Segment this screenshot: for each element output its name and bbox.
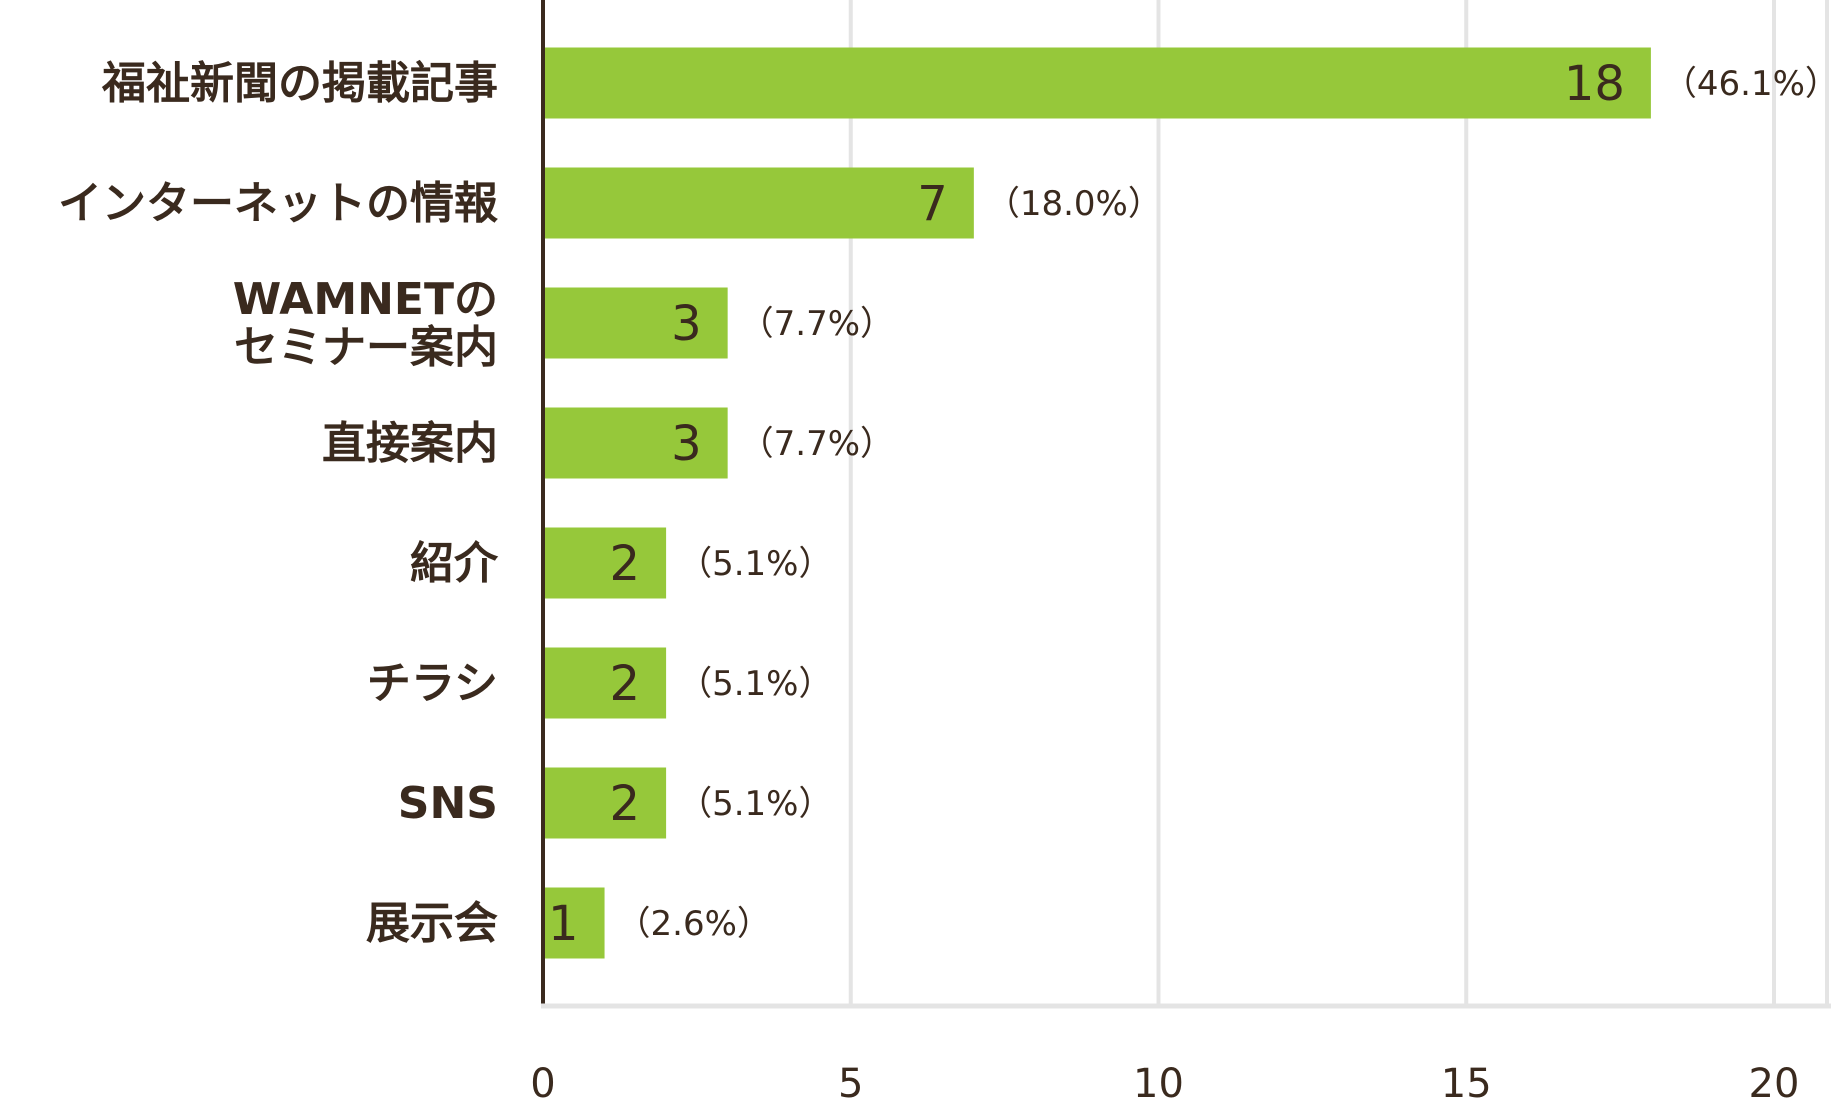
x-tick-labels: 0 5 10 15 20 bbox=[530, 1061, 1799, 1102]
x-tick-label: 0 bbox=[530, 1061, 555, 1102]
grid-lines bbox=[848, 0, 1829, 1004]
bar bbox=[545, 167, 974, 239]
category-label: 直接案内 bbox=[322, 418, 498, 469]
bar-percent-label: （7.7%） bbox=[740, 304, 894, 344]
bar bbox=[545, 527, 667, 599]
x-tick-label: 20 bbox=[1749, 1061, 1800, 1102]
bar-value-label: 2 bbox=[610, 536, 641, 592]
bar-value-label: 3 bbox=[671, 296, 702, 352]
bar-percent-label: （46.1%） bbox=[1663, 64, 1831, 104]
bar bbox=[545, 47, 1651, 119]
bar bbox=[545, 767, 667, 839]
x-tick-label: 10 bbox=[1133, 1061, 1184, 1102]
category-label: SNS bbox=[398, 778, 498, 829]
bar-value-label: 18 bbox=[1564, 56, 1625, 112]
bar-value-label: 1 bbox=[548, 896, 579, 952]
x-tick-label: 5 bbox=[838, 1061, 863, 1102]
bar-value-label: 2 bbox=[610, 776, 641, 832]
bar-percent-label: （5.1%） bbox=[678, 664, 832, 704]
bar bbox=[545, 287, 728, 359]
bar-percent-label: （5.1%） bbox=[678, 784, 832, 824]
bar bbox=[545, 887, 605, 959]
value-labels: 18 （46.1%） 7 （18.0%） 3 （7.7%） 3 （7.7%） 2 （5.1%） 2 （… bbox=[548, 56, 1831, 952]
bar bbox=[545, 647, 667, 719]
bars bbox=[545, 47, 1651, 959]
bar-value-label: 3 bbox=[671, 416, 702, 472]
category-label: 展示会 bbox=[366, 898, 498, 949]
category-label: チラシ bbox=[367, 658, 498, 709]
bar bbox=[545, 407, 728, 479]
bar-value-label: 7 bbox=[917, 176, 948, 232]
category-label: セミナー案内 bbox=[234, 322, 498, 373]
bar-percent-label: （7.7%） bbox=[740, 424, 894, 464]
category-label: 福祉新聞の掲載記事 bbox=[101, 58, 498, 109]
category-label: インターネットの情報 bbox=[58, 178, 498, 229]
bar-percent-label: （5.1%） bbox=[678, 544, 832, 584]
bar-percent-label: （18.0%） bbox=[986, 184, 1162, 224]
bar-value-label: 2 bbox=[610, 656, 641, 712]
category-label: WAMNETの bbox=[233, 274, 498, 325]
category-label: 紹介 bbox=[410, 538, 499, 589]
x-tick-label: 15 bbox=[1441, 1061, 1492, 1102]
bar-percent-label: （2.6%） bbox=[617, 904, 771, 944]
